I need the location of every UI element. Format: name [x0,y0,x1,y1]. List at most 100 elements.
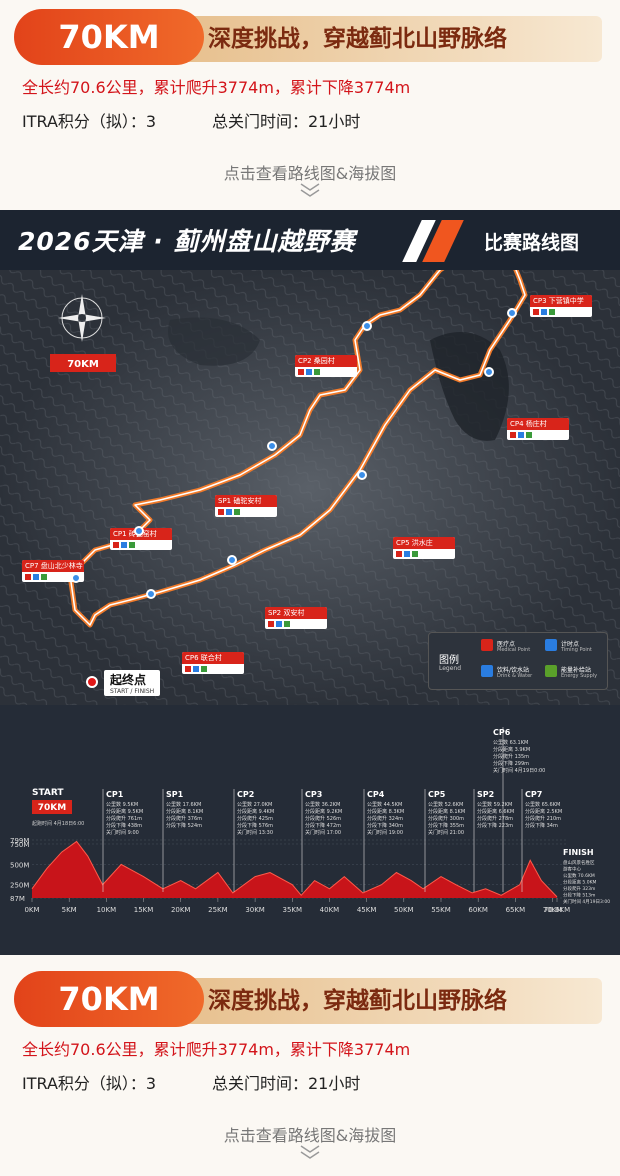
icon [129,542,135,548]
checkpoint-info: 分段下降 472m [305,822,341,829]
icon [518,432,524,438]
checkpoint-info: 分段距离 2.5KM [525,808,562,815]
checkpoint-info: 分段下降 340m [367,822,403,829]
checkpoint-info: 分段下降 524m [166,822,202,829]
checkpoint-name: SP1 磕驼安村 [215,495,277,507]
section-title: 深度挑战，穿越蓟北山野脉络 [208,988,507,1014]
x-tick-label: 70.6KM [544,906,570,914]
checkpoint-info: 关门时间 19:00 [367,829,403,836]
checkpoint-pin [507,308,517,318]
icon [533,309,539,315]
icon [284,621,290,627]
checkpoint-info: 分段距离 8.3KM [367,808,404,815]
checkpoint-name: CP3 [305,790,322,799]
start-box: 起终点 START / FINISH [104,670,161,696]
checkpoint-info: 分段爬升 210m [525,815,561,822]
checkpoint-box: CP7 盘山北少林寺 [22,560,84,582]
chevron-icon [300,183,320,197]
y-tick-label: 500M [10,861,29,869]
chevron [298,1144,322,1164]
icon [314,369,320,375]
checkpoint-name: CP3 下营镇中学 [530,295,592,307]
checkpoint-name: CP2 [237,790,254,799]
checkpoint-info: 分段距离 8.1KM [428,808,465,815]
route-map: 2026天津 · 蓟州盘山越野赛 比赛路线图 70KM CP3 下营镇中学 CP2… [0,210,620,955]
checkpoint-icons [295,367,357,377]
checkpoint-pin [71,573,81,583]
x-tick-label: 70KM [543,906,563,914]
checkpoint-icons [182,664,244,674]
finish-info: 游客中心 [563,866,581,873]
checkpoint-info: 分段爬升 300m [428,815,464,822]
start-label: 起终点 [110,673,147,687]
x-tick-label: 5KM [62,906,77,914]
checkpoint-name: CP1 [106,790,124,799]
x-tick-label: 30KM [245,906,265,914]
info-section: 70KM 深度挑战，穿越蓟北山野脉络 全长约70.6公里，累计爬升3774m，累计下… [0,962,620,1167]
checkpoint-icons [22,572,84,582]
legend-name: 医疗点 [497,641,516,648]
legend-title: 图例 [439,655,459,666]
checkpoint-info: 分段下降 299m [493,760,529,767]
legend-icon [481,665,493,677]
finish-info: 公里数 70.6KM [563,872,595,879]
checkpoint-name: SP2 [477,790,494,799]
icon [113,542,119,548]
checkpoint-info: 关门时间 9:00 [106,829,139,836]
legend-name: 饮料/饮水站 [497,667,530,674]
icon [226,509,232,515]
checkpoint-info: 公里数 59.2KM [477,801,512,808]
icon [412,551,418,557]
checkpoint-pin [134,526,144,536]
icon [541,309,547,315]
distance-pill: 70KM [14,9,204,65]
x-tick-label: 15KM [134,906,154,914]
x-tick-label: 40KM [320,906,340,914]
elevation-area [32,841,557,898]
finish-info: 盘山风景名胜区 [563,859,595,866]
checkpoint-pin [484,367,494,377]
route-link[interactable]: 点击查看路线图&海拔图 [223,164,397,183]
distance-pill: 70KM [14,971,204,1027]
chevron-icon [300,1145,320,1159]
checkpoint-name: CP7 盘山北少林寺 [22,560,84,572]
cutoff-info: 总关门时间：21小时 [212,112,361,131]
x-tick-label: 20KM [171,906,191,914]
icon [121,542,127,548]
checkpoint-icons [530,307,592,317]
checkpoint-pin [357,470,367,480]
checkpoint-box: CP3 下营镇中学 [530,295,592,317]
checkpoint-info: 公里数 44.5KM [367,801,402,808]
checkpoint-info: 分段爬升 526m [305,815,341,822]
finish-name: FINISH [563,848,594,857]
legend-en: Medical Point [497,647,531,653]
x-tick-label: 50KM [394,906,414,914]
checkpoint-icons [215,507,277,517]
checkpoint-info: 分段下降 223m [477,822,513,829]
checkpoint-info: 公里数 63.1KM [493,739,528,746]
legend: 图例 Legend 医疗点 Medical Point 计时点 Timing Poin… [428,632,608,690]
checkpoint-pin [146,589,156,599]
icon [218,509,224,515]
checkpoint-info: 分段爬升 324m [367,815,403,822]
checkpoint-info: 关门时间 13:30 [237,829,273,836]
checkpoint-box: CP2 桑园村 [295,355,357,377]
icon [404,551,410,557]
icon [268,621,274,627]
checkpoint-name: CP6 联合村 [182,652,244,664]
start-note: 起跑时间 4月18日6:00 [32,820,84,827]
icon [510,432,516,438]
checkpoint-info: 分段下降 355m [428,822,464,829]
legend-icon [481,639,493,651]
checkpoint-info: 分段爬升 425m [237,815,273,822]
checkpoint-name: CP2 桑园村 [295,355,357,367]
x-tick-label: 55KM [431,906,451,914]
icon [396,551,402,557]
route-link[interactable]: 点击查看路线图&海拔图 [223,1126,397,1145]
start-sub: START / FINISH [110,688,155,695]
checkpoint-info: 关门时间 4月19日0:00 [493,767,545,774]
start-pin [86,676,98,688]
legend-en: Drink & Water [497,673,533,679]
checkpoint-info: 关门时间 17:00 [305,829,341,836]
